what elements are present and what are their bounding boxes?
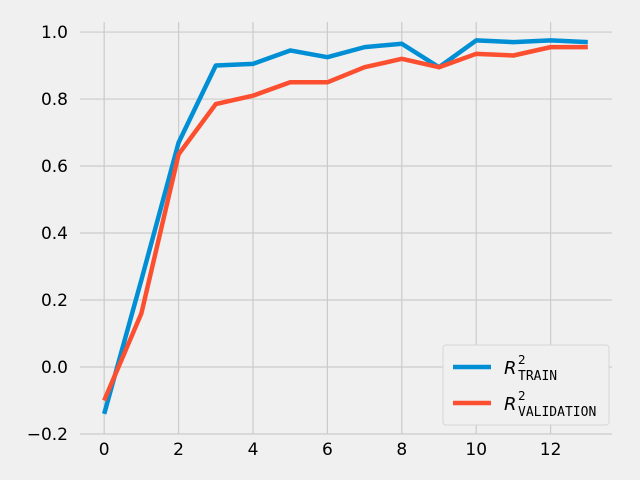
y-tick-label: 0.6 <box>41 157 68 177</box>
legend-label-base: R <box>504 394 517 415</box>
x-axis-ticks: 0 2 4 6 8 10 12 <box>99 440 562 460</box>
x-tick-label: 6 <box>322 440 333 460</box>
legend-label-subscript: VALIDATION <box>518 405 596 420</box>
y-tick-label: 0.2 <box>41 291 68 311</box>
series-lines <box>102 38 588 415</box>
y-tick-label: 0.8 <box>41 90 68 110</box>
x-tick-label: 0 <box>99 440 110 460</box>
x-tick-label: 2 <box>173 440 184 460</box>
series-line-validation <box>102 44 588 402</box>
x-tick-label: 10 <box>465 440 487 460</box>
y-tick-label: −0.2 <box>27 425 68 445</box>
legend-label: R 2 VALIDATION <box>504 389 596 420</box>
x-tick-label: 4 <box>248 440 259 460</box>
y-tick-label: 0.4 <box>41 224 68 244</box>
legend-label-subscript: TRAIN <box>518 369 557 384</box>
y-axis-ticks: −0.2 0.0 0.2 0.4 0.6 0.8 1.0 <box>27 23 68 445</box>
x-tick-label: 8 <box>396 440 407 460</box>
x-tick-label: 12 <box>540 440 562 460</box>
series-line-train <box>102 38 588 415</box>
legend-label-superscript: 2 <box>518 389 526 403</box>
legend-label-base: R <box>504 358 517 379</box>
y-tick-label: 0.0 <box>41 358 68 378</box>
legend-label: R 2 TRAIN <box>504 353 557 384</box>
legend-label-superscript: 2 <box>518 353 526 367</box>
y-tick-label: 1.0 <box>41 23 68 43</box>
